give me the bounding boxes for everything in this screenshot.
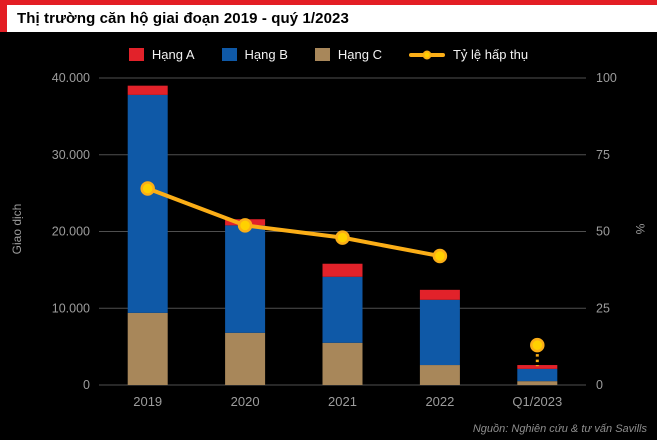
svg-text:2019: 2019 — [133, 394, 162, 409]
left-axis-title: Giao dịch — [10, 203, 24, 255]
legend-item-hang-a: Hạng A — [128, 47, 195, 62]
svg-text:0: 0 — [596, 378, 603, 392]
svg-text:50: 50 — [596, 225, 610, 239]
right-axis-title: % — [633, 223, 647, 235]
absorption-line-icon — [408, 50, 445, 59]
absorption-dot-icon — [422, 50, 432, 59]
svg-text:30.000: 30.000 — [52, 148, 90, 162]
source-note: Nguồn: Nghiên cứu & tư vấn Savills — [472, 423, 647, 435]
svg-text:2022: 2022 — [425, 394, 454, 409]
legend-item-hang-c: Hạng C — [314, 47, 382, 62]
legend-label-hang-b: Hạng B — [244, 47, 288, 62]
svg-text:2020: 2020 — [231, 394, 260, 409]
page-title: Thị trường căn hộ giai đoạn 2019 - quý 1… — [17, 10, 349, 27]
svg-text:25: 25 — [596, 301, 610, 315]
legend-item-hang-b: Hạng B — [221, 47, 288, 62]
svg-text:Q1/2023: Q1/2023 — [512, 394, 562, 409]
hang-a-swatch-icon — [128, 48, 144, 61]
svg-text:100: 100 — [596, 71, 617, 85]
svg-text:20.000: 20.000 — [52, 225, 90, 239]
chart-legend: Hạng A Hạng B Hạng C Tỷ lệ hấp thụ — [0, 47, 657, 62]
top-accent-bar — [0, 0, 657, 5]
hang-c-swatch-icon — [314, 48, 330, 61]
legend-label-absorption: Tỷ lệ hấp thụ — [452, 47, 529, 62]
hang-b-swatch-icon — [221, 48, 237, 61]
title-accent-bar — [0, 5, 7, 32]
legend-label-hang-a: Hạng A — [151, 47, 195, 62]
legend-label-hang-c: Hạng C — [337, 47, 382, 62]
legend-item-absorption-rate: Tỷ lệ hấp thụ — [408, 47, 529, 62]
svg-text:10.000: 10.000 — [52, 301, 90, 315]
svg-text:0: 0 — [83, 378, 90, 392]
svg-text:2021: 2021 — [328, 394, 357, 409]
svg-text:75: 75 — [596, 148, 610, 162]
title-bar: Thị trường căn hộ giai đoạn 2019 - quý 1… — [0, 5, 657, 32]
svg-text:40.000: 40.000 — [52, 71, 90, 85]
